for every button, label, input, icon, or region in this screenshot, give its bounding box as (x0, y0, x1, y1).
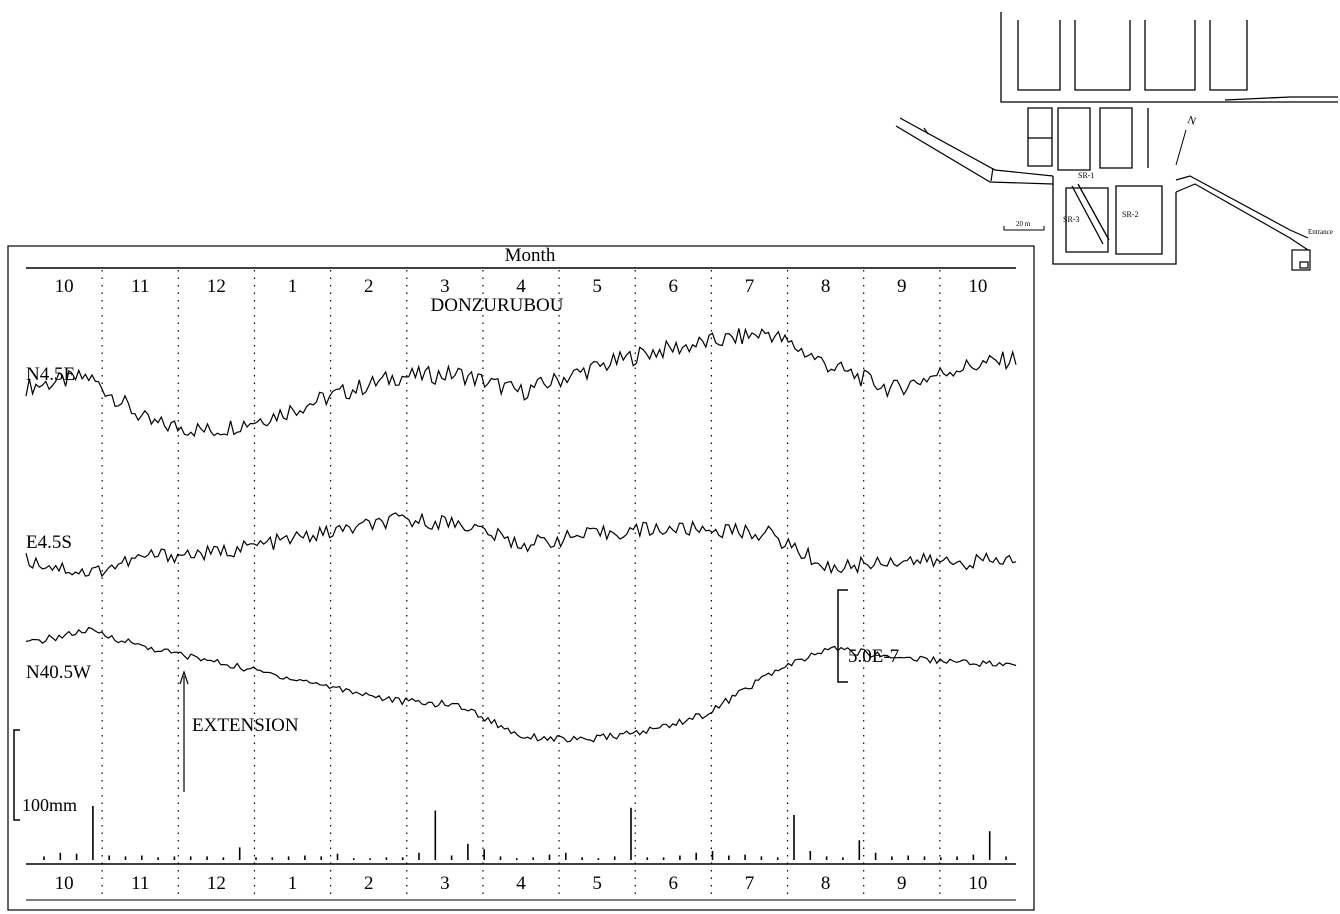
month-tick-label-top: 5 (592, 276, 602, 297)
month-tick-label-bottom: 3 (440, 873, 450, 894)
series-line-e45s (25, 512, 1017, 578)
month-tick-label-bottom: 4 (516, 873, 526, 894)
month-tick-label-top: 12 (207, 276, 226, 297)
bottom-month-axis: 10 11 12 1 2 3 4 5 6 7 8 9 10 (55, 873, 988, 894)
series-line-n45e (25, 327, 1017, 438)
month-tick-label-bottom: 12 (207, 873, 226, 894)
month-tick-label-top: 6 (669, 276, 679, 297)
series-line-n405w (25, 626, 1017, 743)
month-tick-label-bottom: 6 (669, 873, 679, 894)
strain-scale-label: 5.0E-7 (848, 646, 899, 667)
month-tick-label-top: 4 (516, 276, 526, 297)
month-tick-label-bottom: 10 (55, 873, 74, 894)
map-tunnel-right (1175, 175, 1311, 271)
map-north-label: N (1186, 114, 1198, 128)
strain-series (25, 327, 1017, 743)
month-tick-label-top: 8 (821, 276, 831, 297)
month-tick-label-bottom: 2 (364, 873, 374, 894)
month-tick-label-bottom: 11 (131, 873, 149, 894)
month-tick-label-top: 11 (131, 276, 149, 297)
precipitation-bars (43, 806, 1007, 860)
month-tick-label-bottom: 5 (592, 873, 602, 894)
month-tick-label-bottom: 10 (968, 873, 987, 894)
top-month-axis: 10 11 12 1 2 3 4 5 6 7 8 9 10 (55, 276, 988, 297)
map-entrance-label: Entrance (1308, 228, 1333, 236)
chart-title: Month (505, 245, 556, 266)
map-sr2-label: SR-2 (1122, 210, 1138, 219)
map-tunnel-left (895, 117, 1054, 185)
map-building-outline (1000, 12, 1338, 265)
month-tick-label-bottom: 7 (745, 873, 755, 894)
series-labels: N4.5E E4.5S N40.5W (26, 364, 91, 683)
month-tick-label-top: 3 (440, 276, 450, 297)
month-tick-label-bottom: 1 (288, 873, 298, 894)
map-scale-label: 20 m (1016, 220, 1031, 228)
month-tick-label-top: 10 (968, 276, 987, 297)
month-tick-label-top: 1 (288, 276, 298, 297)
series-label: N40.5W (26, 662, 91, 683)
month-tick-label-top: 9 (897, 276, 907, 297)
series-label: E4.5S (26, 532, 72, 553)
month-tick-label-top: 10 (55, 276, 74, 297)
extension-arrow: EXTENSION (179, 670, 299, 792)
map-scale-bar: 20 m (1003, 220, 1045, 231)
month-tick-label-bottom: 8 (821, 873, 831, 894)
rain-scale-label: 100mm (22, 795, 77, 815)
month-tick-label-bottom: 9 (897, 873, 907, 894)
extension-label: EXTENSION (192, 715, 299, 736)
series-label: N4.5E (26, 364, 75, 385)
map-sr1-label: SR-1 (1078, 171, 1094, 180)
station-name: DONZURUBOU (431, 295, 564, 316)
rain-scale-bar: 100mm (13, 729, 77, 821)
map-north-line (1175, 129, 1187, 166)
map-sr3-label: SR-3 (1063, 215, 1079, 224)
strain-scale-bar: 5.0E-7 (837, 589, 899, 683)
month-tick-label-top: 2 (364, 276, 374, 297)
month-tick-label-top: 7 (745, 276, 755, 297)
chart-frame (7, 245, 1035, 911)
